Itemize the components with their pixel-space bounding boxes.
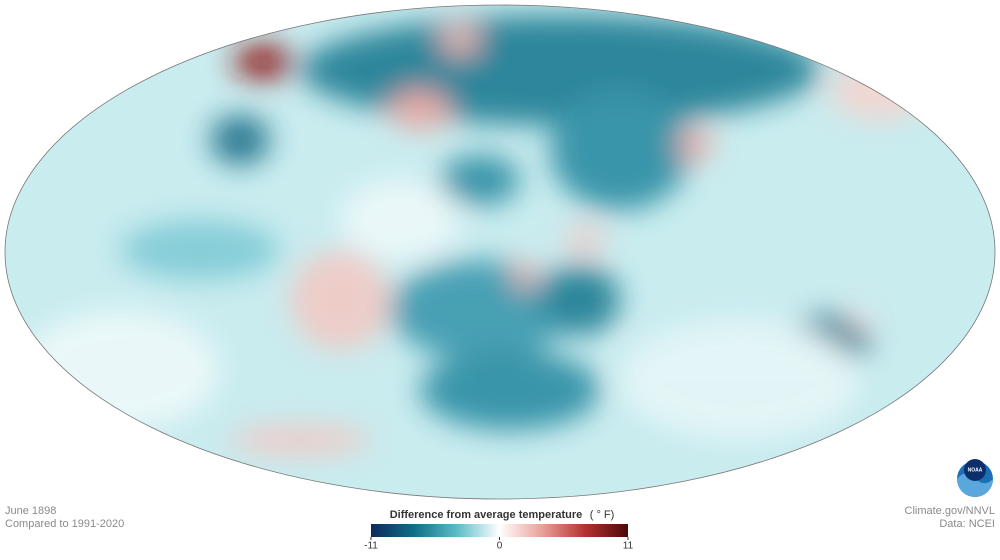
- colorbar-tick-label: 0: [497, 541, 503, 552]
- legend-unit: ( ° F): [590, 509, 615, 521]
- date: June 1898: [5, 505, 56, 517]
- logo-text: NOAA: [968, 467, 983, 473]
- baseline: Compared to 1991-2020: [5, 518, 124, 530]
- globe-outline: [4, 4, 996, 500]
- colorbar-tick-label: 11: [623, 541, 634, 552]
- credit: Climate.gov/NNVL: [905, 505, 995, 517]
- colorbar-tick-label: -11: [364, 541, 378, 552]
- legend-title: Difference from average temperature: [390, 509, 583, 521]
- colorbar: [371, 524, 628, 537]
- source: Data: NCEI: [939, 518, 995, 530]
- anomaly-field: [5, 5, 995, 499]
- noaa-logo: NOAA: [957, 459, 993, 497]
